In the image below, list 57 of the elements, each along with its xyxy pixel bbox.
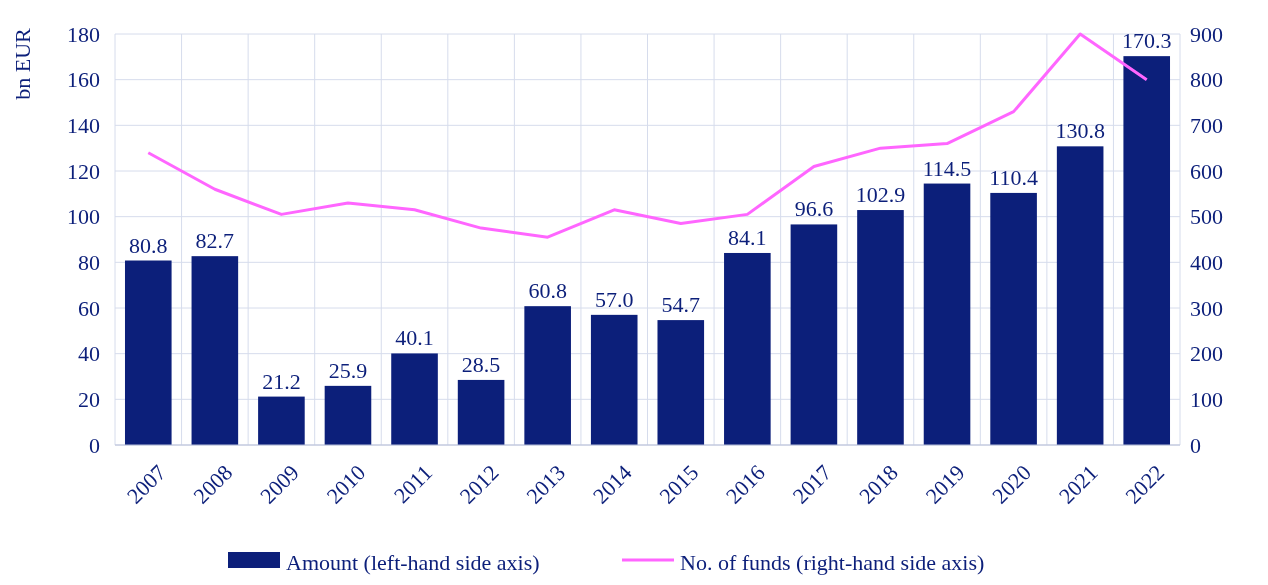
bar [790, 224, 838, 445]
x-tick-label: 2011 [388, 459, 437, 508]
bar [724, 252, 771, 445]
bar [990, 192, 1037, 445]
data-label: 57.0 [594, 286, 634, 312]
y2-tick-label: 700 [1190, 113, 1223, 139]
y2-tick-label: 100 [1190, 387, 1223, 413]
bar [391, 353, 438, 445]
y2-tick-label: 800 [1190, 67, 1223, 93]
y-tick-label: 40 [78, 341, 100, 367]
data-label: 40.1 [395, 325, 434, 351]
y2-tick-label: 900 [1190, 21, 1223, 47]
y2-tick-label: 0 [1190, 432, 1201, 458]
bar [258, 396, 305, 445]
bar [457, 379, 505, 445]
data-label: 84.1 [728, 224, 767, 250]
bar [524, 306, 571, 445]
bar [324, 385, 372, 445]
y-tick-label: 100 [67, 204, 100, 230]
y-tick-label: 160 [67, 67, 100, 93]
bar [1056, 146, 1104, 445]
y-tick-label: 140 [67, 113, 100, 139]
legend-label: Amount (left-hand side axis) [286, 550, 540, 575]
y2-tick-label: 600 [1190, 158, 1223, 184]
data-label: 82.7 [195, 228, 235, 254]
bar [590, 314, 638, 445]
y2-tick-label: 500 [1190, 204, 1223, 230]
bar [657, 320, 705, 445]
y-tick-label: 20 [78, 387, 100, 413]
data-label: 25.9 [328, 357, 368, 383]
y-tick-label: 180 [67, 21, 100, 47]
bar [1123, 56, 1171, 445]
data-label: 21.2 [262, 368, 301, 394]
y-tick-label: 60 [78, 295, 100, 321]
y-tick-label: 120 [67, 158, 100, 184]
y-tick-label: 80 [78, 250, 100, 276]
data-label: 130.8 [1055, 118, 1105, 144]
bar [191, 256, 239, 445]
data-label: 96.6 [794, 196, 834, 222]
y-tick-label: 0 [89, 432, 100, 458]
data-label: 80.8 [129, 232, 168, 258]
x-tick-label: 2021 [1053, 459, 1103, 509]
y-axis-title: bn EUR [10, 27, 35, 100]
data-label: 114.5 [922, 155, 972, 181]
bar [124, 260, 172, 445]
y2-tick-label: 400 [1190, 250, 1223, 276]
data-label: 60.8 [528, 278, 567, 304]
data-label: 170.3 [1121, 28, 1172, 54]
legend-label: No. of funds (right-hand side axis) [680, 550, 985, 575]
bar [923, 183, 971, 445]
data-label: 28.5 [461, 351, 501, 377]
data-label: 54.7 [661, 292, 701, 318]
bar [857, 210, 904, 445]
y2-tick-label: 300 [1190, 295, 1223, 321]
data-label: 110.4 [989, 164, 1038, 190]
y2-tick-label: 200 [1190, 341, 1223, 367]
data-label: 102.9 [855, 182, 906, 208]
